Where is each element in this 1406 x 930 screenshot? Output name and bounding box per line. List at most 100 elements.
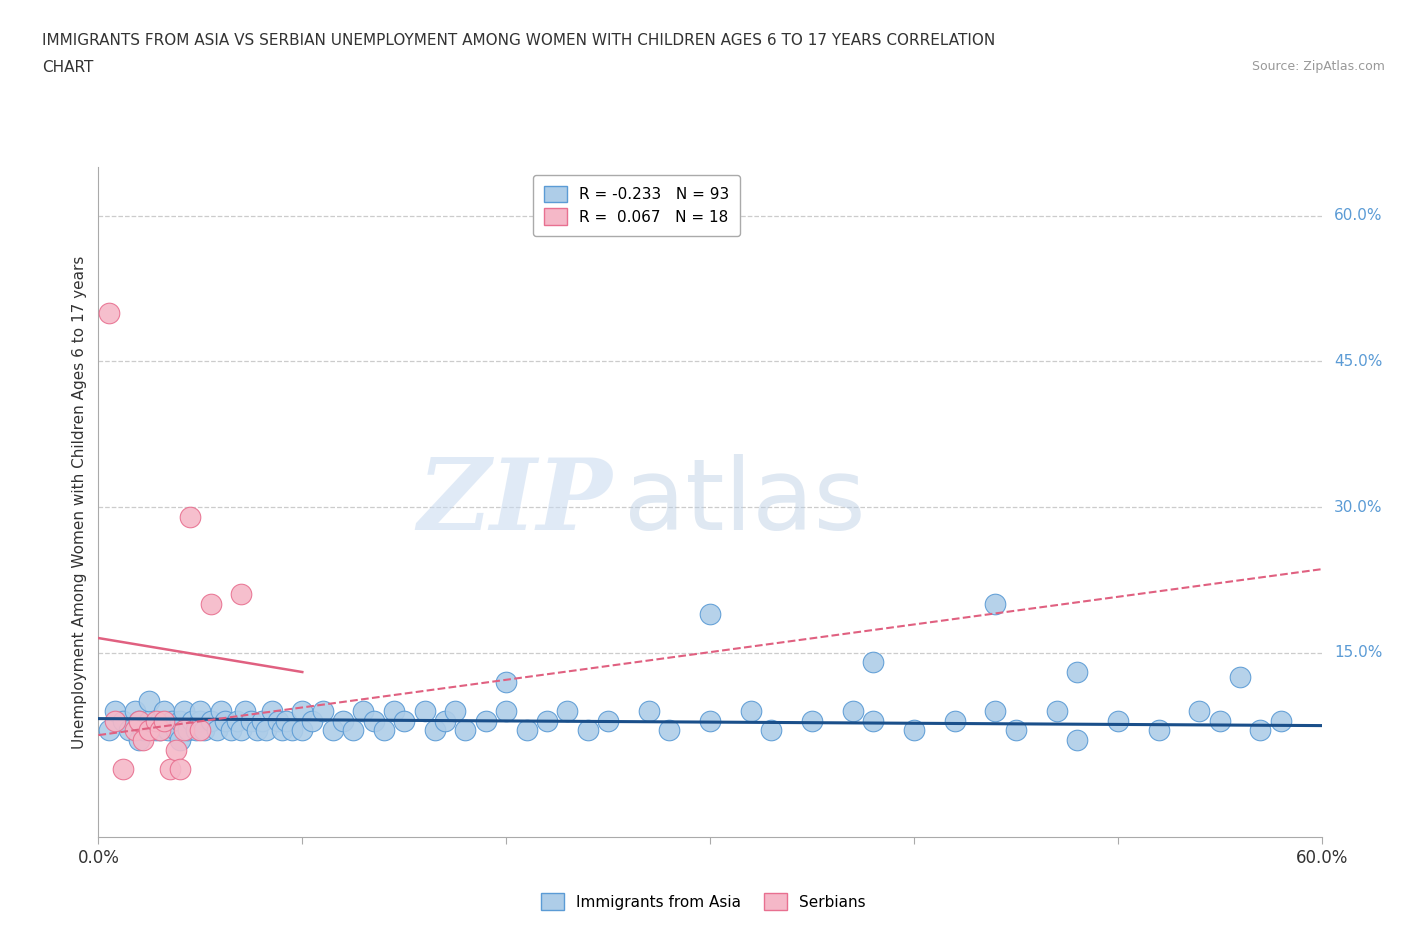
Point <box>301 713 323 728</box>
Point <box>186 723 208 737</box>
Point <box>454 723 477 737</box>
Point <box>1147 723 1170 737</box>
Point <box>984 703 1007 718</box>
Point <box>160 713 183 728</box>
Point <box>740 703 762 718</box>
Point <box>1249 723 1271 737</box>
Point <box>177 723 200 737</box>
Point <box>254 723 277 737</box>
Point <box>495 703 517 718</box>
Point <box>188 713 212 728</box>
Point <box>138 723 160 737</box>
Point <box>352 703 374 718</box>
Point <box>862 713 884 728</box>
Point <box>231 723 253 737</box>
Point <box>322 723 344 737</box>
Point <box>145 713 167 728</box>
Text: atlas: atlas <box>624 454 866 551</box>
Point <box>128 713 150 728</box>
Point <box>1229 670 1251 684</box>
Point <box>260 703 283 718</box>
Point <box>138 694 160 709</box>
Point <box>124 703 146 718</box>
Point <box>111 762 134 777</box>
Point <box>1045 703 1069 718</box>
Point <box>598 713 620 728</box>
Point <box>181 713 204 728</box>
Point <box>128 713 150 728</box>
Point <box>156 723 179 737</box>
Point <box>274 713 297 728</box>
Point <box>173 703 195 718</box>
Point <box>474 713 498 728</box>
Point <box>270 723 294 737</box>
Point <box>801 713 824 728</box>
Point <box>240 713 263 728</box>
Point <box>291 723 314 737</box>
Point <box>434 713 457 728</box>
Point <box>267 713 290 728</box>
Point <box>444 703 467 718</box>
Text: Source: ZipAtlas.com: Source: ZipAtlas.com <box>1251 60 1385 73</box>
Point <box>149 723 172 737</box>
Point <box>226 713 249 728</box>
Point <box>1107 713 1129 728</box>
Point <box>862 655 884 670</box>
Point <box>231 587 253 602</box>
Point <box>392 713 416 728</box>
Point <box>246 723 269 737</box>
Legend: Immigrants from Asia, Serbians: Immigrants from Asia, Serbians <box>533 885 873 918</box>
Point <box>761 723 783 737</box>
Point <box>152 713 174 728</box>
Point <box>97 306 120 321</box>
Point <box>145 723 167 737</box>
Text: ZIP: ZIP <box>418 454 612 551</box>
Point <box>193 723 215 737</box>
Point <box>382 703 405 718</box>
Point <box>128 733 150 748</box>
Point <box>250 713 273 728</box>
Point <box>281 723 304 737</box>
Point <box>132 723 155 737</box>
Point <box>332 713 354 728</box>
Point <box>179 510 201 525</box>
Point <box>188 723 212 737</box>
Text: 30.0%: 30.0% <box>1334 499 1382 514</box>
Point <box>413 703 436 718</box>
Point <box>104 713 127 728</box>
Point <box>233 703 256 718</box>
Point <box>699 606 721 621</box>
Point <box>1066 733 1088 748</box>
Point <box>342 723 364 737</box>
Point <box>214 713 236 728</box>
Point <box>169 733 191 748</box>
Point <box>111 713 134 728</box>
Point <box>516 723 538 737</box>
Point <box>943 713 966 728</box>
Point <box>699 713 721 728</box>
Text: 15.0%: 15.0% <box>1334 645 1382 660</box>
Point <box>536 713 558 728</box>
Point <box>576 723 599 737</box>
Point <box>373 723 395 737</box>
Point <box>97 723 120 737</box>
Point <box>1209 713 1232 728</box>
Point <box>169 762 191 777</box>
Point <box>1188 703 1211 718</box>
Point <box>118 723 141 737</box>
Text: 60.0%: 60.0% <box>1334 208 1382 223</box>
Point <box>637 703 661 718</box>
Legend: R = -0.233   N = 93, R =  0.067   N = 18: R = -0.233 N = 93, R = 0.067 N = 18 <box>533 175 740 236</box>
Point <box>200 713 222 728</box>
Point <box>658 723 681 737</box>
Text: CHART: CHART <box>42 60 94 75</box>
Point <box>1066 665 1088 680</box>
Point <box>104 703 127 718</box>
Point <box>205 723 228 737</box>
Point <box>152 703 174 718</box>
Point <box>159 762 181 777</box>
Point <box>291 703 314 718</box>
Point <box>165 723 187 737</box>
Y-axis label: Unemployment Among Women with Children Ages 6 to 17 years: Unemployment Among Women with Children A… <box>72 256 87 749</box>
Point <box>555 703 579 718</box>
